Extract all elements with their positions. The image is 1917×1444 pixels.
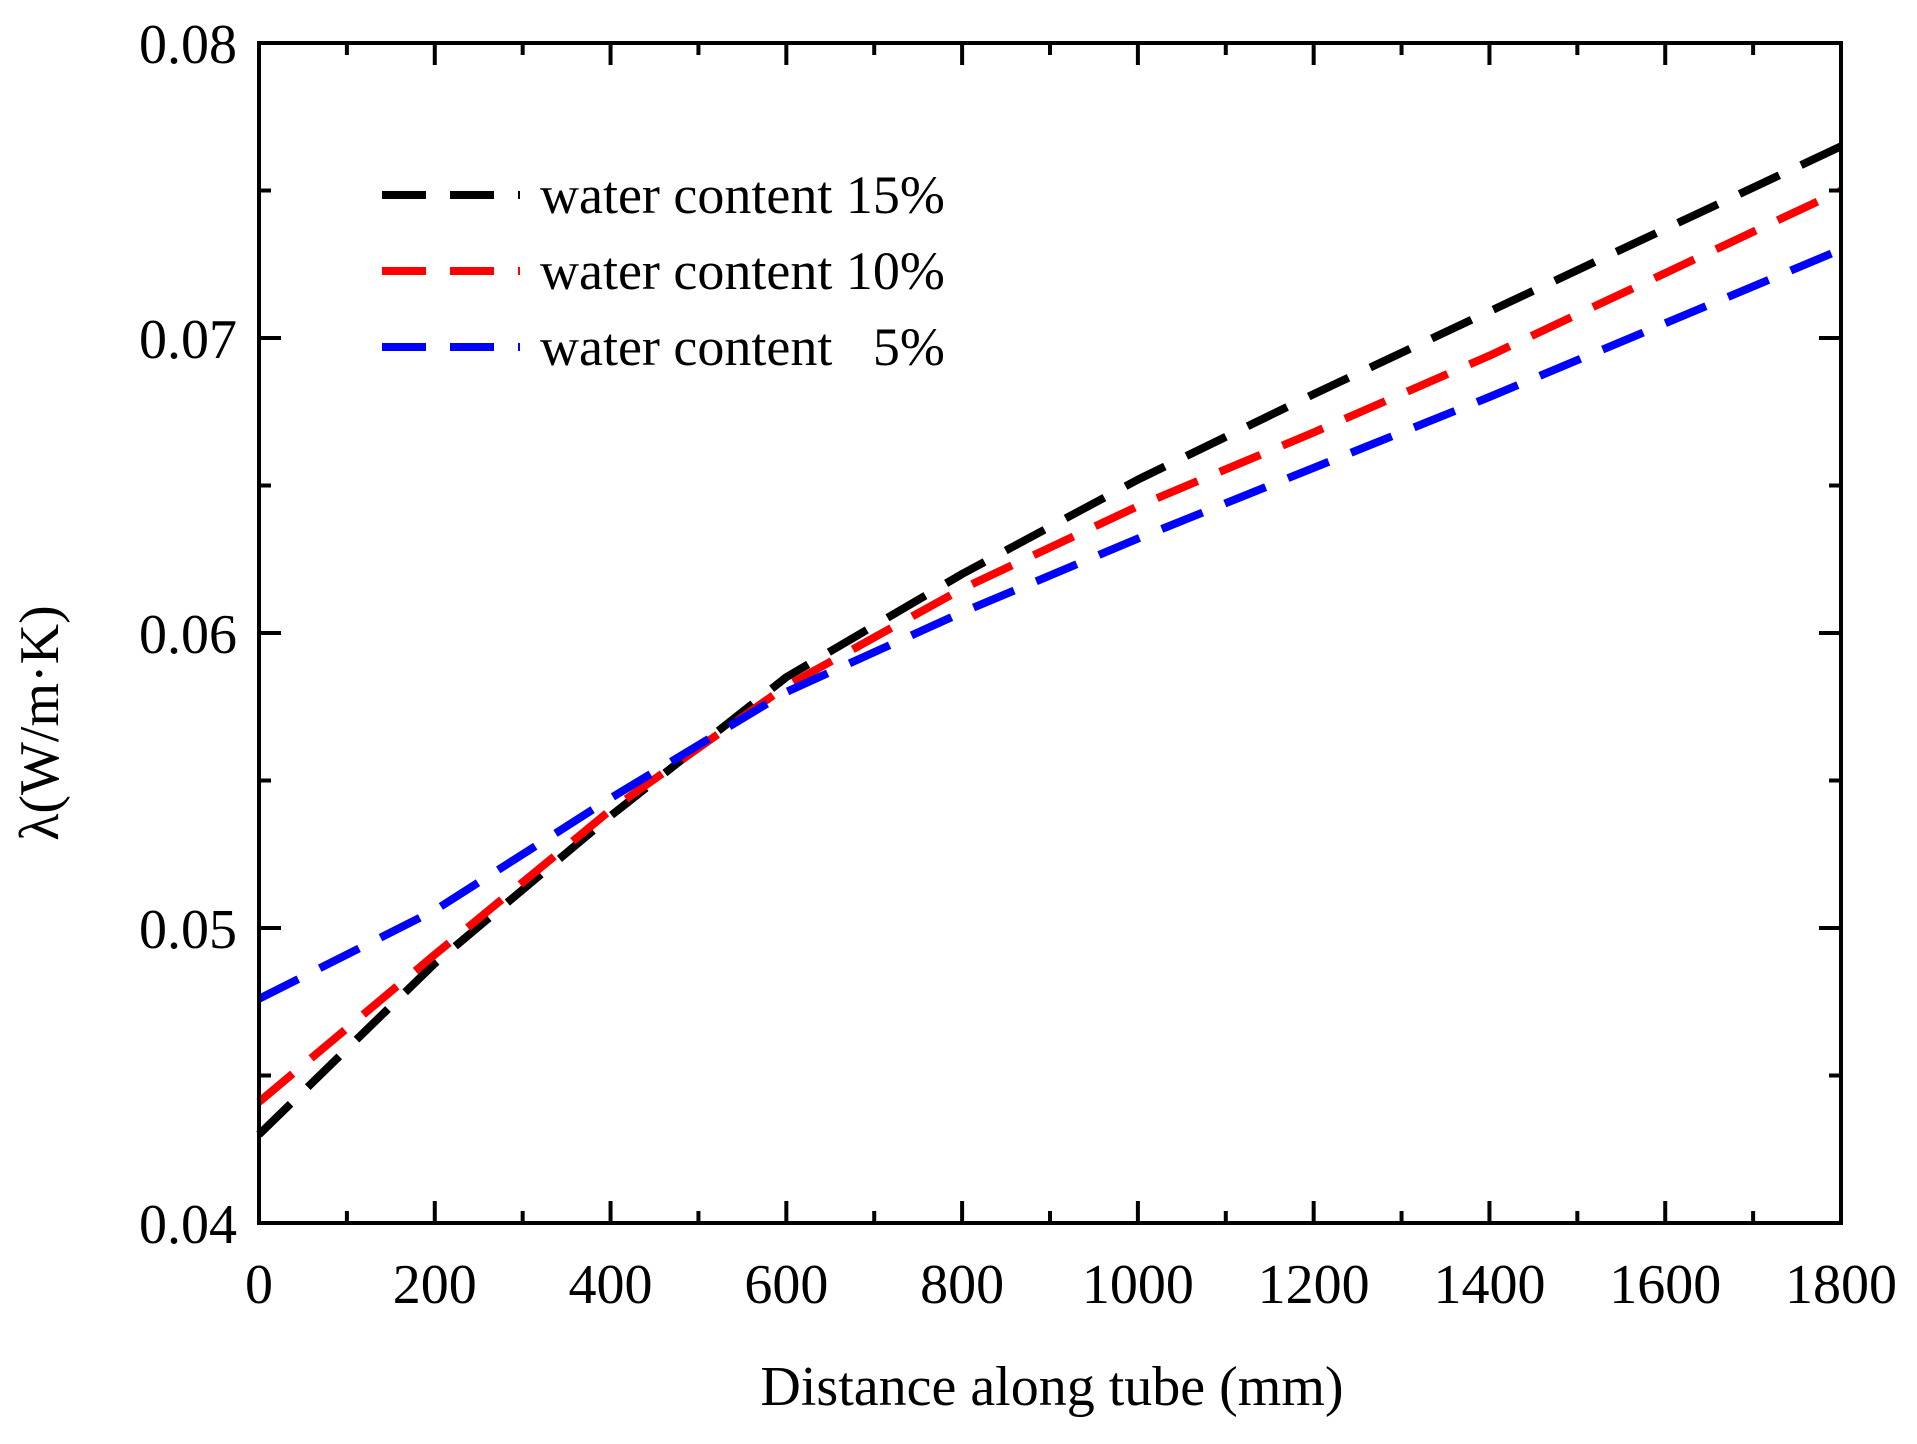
x-tick-label: 1600 <box>1609 1254 1721 1316</box>
x-tick-label: 600 <box>744 1254 828 1316</box>
y-tick-label: 0.04 <box>139 1194 237 1256</box>
y-tick-label: 0.06 <box>139 604 237 666</box>
legend-label: water content 5% <box>540 317 945 377</box>
x-tick-label: 1400 <box>1433 1254 1545 1316</box>
series-line-2 <box>256 186 1843 1106</box>
y-tick-label: 0.07 <box>139 309 237 371</box>
legend-label: water content 15% <box>540 165 945 225</box>
x-tick-label: 1800 <box>1785 1254 1897 1316</box>
x-tick-label: 800 <box>920 1254 1004 1316</box>
series-layer <box>256 142 1843 1138</box>
series-line-1 <box>256 142 1843 1138</box>
legend-label: water content 10% <box>540 241 945 301</box>
legend: water content 15% water content 10% water … <box>382 165 945 377</box>
axes <box>257 41 1843 1225</box>
x-tick-label: 1200 <box>1258 1254 1370 1316</box>
x-tick-label: 400 <box>569 1254 653 1316</box>
y-tick-label: 0.05 <box>139 899 237 961</box>
x-tick-label: 0 <box>245 1254 273 1316</box>
y-axis-title: λ(W/m·K) <box>9 605 71 841</box>
x-tick-label: 200 <box>393 1254 477 1316</box>
x-axis-title: Distance along tube (mm) <box>760 1356 1343 1418</box>
plot-frame <box>257 41 1843 1225</box>
series-line-3 <box>257 245 1843 1003</box>
ticks: 0 200 400 600 800 1000 1200 1400 1600 1800 0.04 0.0… <box>139 14 1897 1316</box>
x-tick-label: 1000 <box>1082 1254 1194 1316</box>
y-tick-label: 0.08 <box>139 14 237 76</box>
